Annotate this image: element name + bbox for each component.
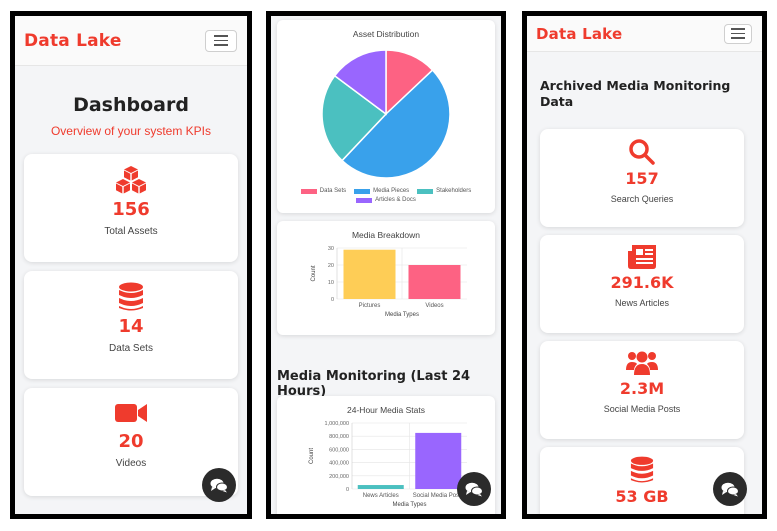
legend-swatch xyxy=(354,188,371,194)
brand-logo[interactable]: Data Lake xyxy=(24,30,122,51)
chart-title: Media Breakdown xyxy=(351,230,421,240)
comments-icon xyxy=(210,478,228,492)
y-tick-label: 20 xyxy=(328,263,334,269)
legend-item[interactable]: Articles & Docs xyxy=(356,197,416,203)
database-icon xyxy=(540,456,744,484)
x-tick-label: News Articles xyxy=(363,493,399,499)
kpi-card-data-sets: 14 Data Sets xyxy=(24,271,238,379)
legend-swatch xyxy=(356,197,373,203)
kpi-value: 157 xyxy=(625,169,659,188)
x-axis-label: Media Types xyxy=(385,312,419,318)
media-breakdown-bar-chart: 0 10 20 30 Pictures Videos Media Types Count xyxy=(311,246,467,318)
legend-item[interactable]: Media Pieces xyxy=(354,188,409,194)
page-title: Archived Media Monitoring Data xyxy=(540,78,731,109)
kpi-label: Total Assets xyxy=(104,226,158,237)
legend-label: Data Sets xyxy=(319,188,347,194)
dashboard-screen: Data Lake Dashboard Overview of your sys… xyxy=(10,11,252,519)
legend-label: Media Pieces xyxy=(373,188,410,194)
kpi-card-social-media-posts: 2.3M Social Media Posts xyxy=(540,341,744,439)
y-tick-label: 400,000 xyxy=(329,461,349,467)
asset-distribution-pie-chart xyxy=(321,49,451,179)
kpi-label: Videos xyxy=(115,458,147,469)
y-tick-label: 1,000,000 xyxy=(325,421,349,427)
kpi-card-total-assets: 156 Total Assets xyxy=(24,154,238,262)
media-breakdown-card: Media Breakdown 0 10 20 30 Pictures Videos Med… xyxy=(277,221,495,335)
x-axis-label: Media Types xyxy=(393,502,427,508)
database-icon xyxy=(24,282,238,312)
brand-logo[interactable]: Data Lake xyxy=(536,24,623,43)
search-icon xyxy=(540,138,744,166)
kpi-card-videos: 20 Videos xyxy=(24,388,238,496)
page-title: Dashboard xyxy=(73,94,189,116)
y-tick-label: 10 xyxy=(328,280,334,286)
chat-button[interactable] xyxy=(202,468,236,502)
pie-slice xyxy=(333,49,387,116)
y-axis-label: Count xyxy=(311,265,317,281)
y-tick-label: 200,000 xyxy=(329,474,349,480)
y-tick-label: 800,000 xyxy=(329,434,349,440)
pie-slice xyxy=(341,69,451,179)
navbar: Data Lake xyxy=(527,16,762,52)
media-stats-card: 24-Hour Media Stats 0 200,000 400,000 600,0… xyxy=(277,396,495,514)
comments-icon xyxy=(721,482,739,496)
pie-slice xyxy=(321,74,388,162)
kpi-card-storage: 53 GB xyxy=(540,447,744,514)
newspaper-icon xyxy=(540,244,744,270)
legend-item[interactable]: Data Sets xyxy=(300,188,347,194)
kpi-value: 20 xyxy=(118,431,144,452)
legend-item[interactable]: Stakeholders xyxy=(417,188,471,194)
kpi-label: News Articles xyxy=(614,298,669,308)
archived-data-screen: Data Lake Archived Media Monitoring Data… xyxy=(522,11,767,519)
kpi-card-news-articles: 291.6K News Articles xyxy=(540,235,744,333)
kpi-label: Data Sets xyxy=(109,343,153,354)
legend-swatch xyxy=(300,188,317,194)
y-tick-label: 0 xyxy=(346,487,349,493)
x-tick-label: Pictures xyxy=(359,303,381,309)
bar xyxy=(357,485,404,489)
charts-screen: Asset Distribution Data Sets Media Pieces… xyxy=(266,11,506,519)
kpi-label: Social Media Posts xyxy=(603,404,681,414)
y-axis-label: Count xyxy=(309,448,315,464)
legend-swatch xyxy=(417,188,434,194)
bar xyxy=(415,432,462,489)
chart-legend: Data Sets Media Pieces Stakeholders Article… xyxy=(277,188,495,203)
section-title: Media Monitoring (Last 24 Hours) xyxy=(277,369,471,399)
video-icon xyxy=(24,399,238,427)
kpi-label: Search Queries xyxy=(610,194,674,204)
kpi-value: 14 xyxy=(118,316,144,337)
menu-toggle-button[interactable] xyxy=(205,29,237,52)
menu-toggle-button[interactable] xyxy=(724,23,752,44)
kpi-card-search-queries: 157 Search Queries xyxy=(540,129,744,227)
comments-icon xyxy=(465,482,483,496)
legend-label: Stakeholders xyxy=(436,188,472,194)
y-tick-label: 30 xyxy=(328,246,334,252)
bar xyxy=(343,249,396,299)
asset-distribution-card: Asset Distribution Data Sets Media Pieces… xyxy=(277,20,495,213)
kpi-value: 53 GB xyxy=(615,487,669,506)
x-tick-label: Social Media Posts xyxy=(413,493,464,499)
y-tick-label: 600,000 xyxy=(329,447,349,453)
chart-title: Asset Distribution xyxy=(352,29,420,39)
chart-title: 24-Hour Media Stats xyxy=(347,405,425,415)
users-icon xyxy=(540,350,744,376)
x-tick-label: Videos xyxy=(425,303,443,309)
media-stats-bar-chart: 0 200,000 400,000 600,000 800,000 1,000,000 Ne… xyxy=(309,421,467,508)
kpi-value: 291.6K xyxy=(610,273,674,292)
bar xyxy=(408,265,461,299)
chat-button[interactable] xyxy=(457,472,491,506)
y-tick-label: 0 xyxy=(331,297,334,303)
cubes-icon xyxy=(24,165,238,195)
chat-button[interactable] xyxy=(713,472,747,506)
kpi-value: 2.3M xyxy=(619,379,665,398)
kpi-value: 156 xyxy=(112,199,150,220)
page-subtitle: Overview of your system KPIs xyxy=(50,124,212,138)
legend-label: Articles & Docs xyxy=(375,197,416,203)
navbar: Data Lake xyxy=(15,16,247,66)
